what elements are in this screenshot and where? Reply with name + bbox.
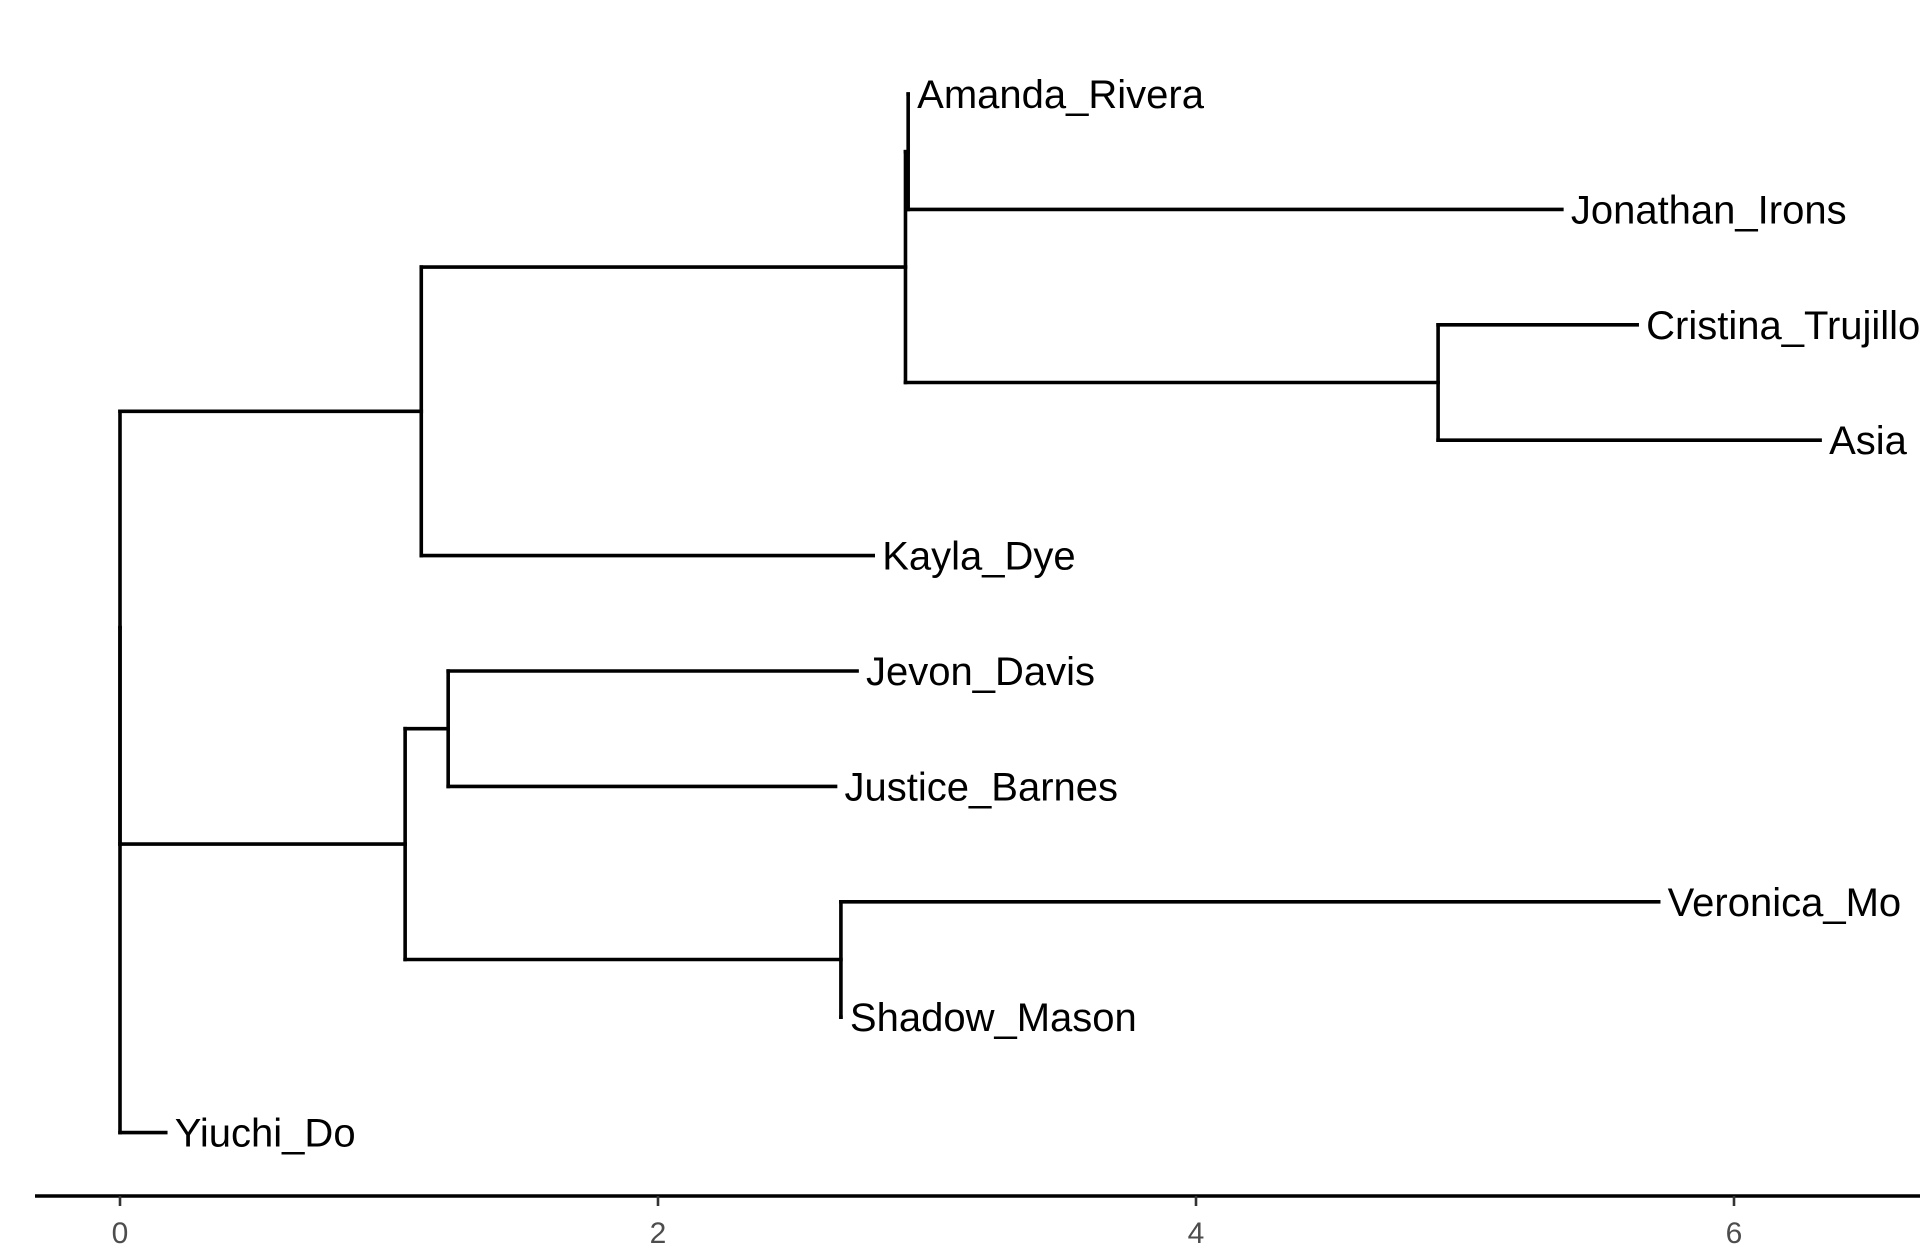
tip-label: Asia: [1829, 419, 1908, 463]
tip-label: Jevon_Davis: [866, 650, 1095, 694]
tip-label: Justice_Barnes: [845, 765, 1118, 809]
tip-label: Yiuchi_Do: [175, 1112, 356, 1156]
tip-label: Veronica_Mo: [1668, 881, 1901, 925]
tip-labels: Amanda_Rivera Jonathan_Irons Cristina_Truj…: [175, 73, 1920, 1156]
x-axis-tick-label: 4: [1188, 1217, 1205, 1250]
x-axis-ticks: 0 2 4 6: [112, 1196, 1743, 1250]
tip-label: Amanda_Rivera: [917, 73, 1205, 117]
tip-label: Jonathan_Irons: [1571, 188, 1847, 232]
x-axis-tick-label: 6: [1726, 1217, 1743, 1250]
tip-label: Shadow_Mason: [850, 996, 1137, 1040]
x-axis-tick-label: 2: [650, 1217, 667, 1250]
tree-branches: [118, 92, 1822, 1135]
x-axis-tick-label: 0: [112, 1217, 129, 1250]
tip-label: Kayla_Dye: [882, 535, 1075, 579]
x-axis: 0 2 4 6: [35, 1194, 1920, 1250]
tip-label: Cristina_Trujillo: [1646, 304, 1920, 348]
